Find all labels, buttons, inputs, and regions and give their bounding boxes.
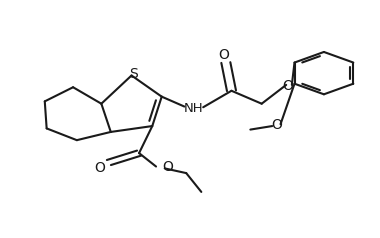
Text: O: O xyxy=(283,79,293,93)
Text: S: S xyxy=(129,67,138,81)
Text: O: O xyxy=(162,159,173,174)
Text: O: O xyxy=(94,161,105,175)
Text: O: O xyxy=(271,118,282,132)
Text: O: O xyxy=(218,49,230,63)
Text: NH: NH xyxy=(184,102,204,115)
